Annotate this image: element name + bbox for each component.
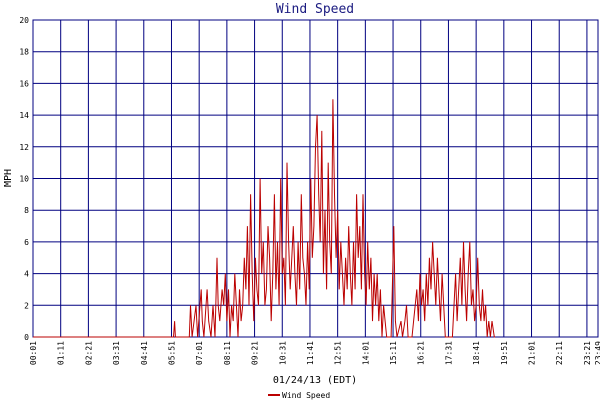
x-tick-label: 02:21 — [84, 341, 93, 365]
x-tick-label: 04:41 — [140, 341, 149, 365]
y-tick-label: 16 — [19, 79, 29, 88]
x-tick-label: 00:01 — [29, 341, 38, 365]
x-tick-label: 07:01 — [195, 341, 204, 365]
y-tick-label: 10 — [19, 175, 29, 184]
y-tick-label: 0 — [24, 333, 29, 342]
x-tick-label: 14:01 — [361, 341, 370, 365]
y-tick-label: 18 — [19, 48, 29, 57]
plot-border — [32, 19, 599, 338]
legend-label: Wind Speed — [282, 391, 330, 400]
x-tick-label: 17:31 — [444, 341, 453, 365]
y-tick-label: 12 — [19, 143, 29, 152]
x-tick-label: 23:49 — [594, 341, 600, 365]
grid — [32, 19, 599, 338]
x-tick-label: 10:31 — [278, 341, 287, 365]
wind-speed-series-line — [33, 99, 496, 338]
x-tick-label: 19:51 — [500, 341, 509, 365]
x-tick-label: 01:11 — [57, 341, 66, 365]
x-tick-label: 22:11 — [555, 341, 564, 365]
y-tick-label: 2 — [24, 301, 29, 310]
series-layer — [33, 99, 496, 338]
x-tick-label: 08:11 — [223, 341, 232, 365]
x-tick-label: 18:41 — [472, 341, 481, 365]
x-tick-label: 09:21 — [251, 341, 260, 365]
x-tick-label: 15:11 — [389, 341, 398, 365]
x-axis-label: 01/24/13 (EDT) — [273, 375, 357, 386]
y-tick-label: 4 — [24, 270, 29, 279]
x-tick-label: 05:51 — [167, 341, 176, 365]
y-axis-label: MPH — [3, 169, 14, 187]
y-tick-labels: 0 2 4 6 8 10 12 14 16 18 20 — [19, 16, 29, 342]
legend: Wind Speed — [268, 391, 330, 400]
x-tick-label: 21:01 — [528, 341, 537, 365]
x-tick-label: 12:51 — [334, 341, 343, 365]
x-tick-label: 16:21 — [417, 341, 426, 365]
y-tick-label: 6 — [24, 238, 29, 247]
y-tick-label: 20 — [19, 16, 29, 25]
chart-title: Wind Speed — [276, 2, 354, 17]
y-tick-label: 8 — [24, 206, 29, 215]
x-tick-label: 11:41 — [306, 341, 315, 365]
y-tick-label: 14 — [19, 111, 29, 120]
x-tick-labels: 00:01 01:11 02:21 03:31 04:41 05:51 07:01 08:11… — [29, 341, 600, 365]
x-tick-label: 23:21 — [583, 341, 592, 365]
x-tick-label: 03:31 — [112, 341, 121, 365]
